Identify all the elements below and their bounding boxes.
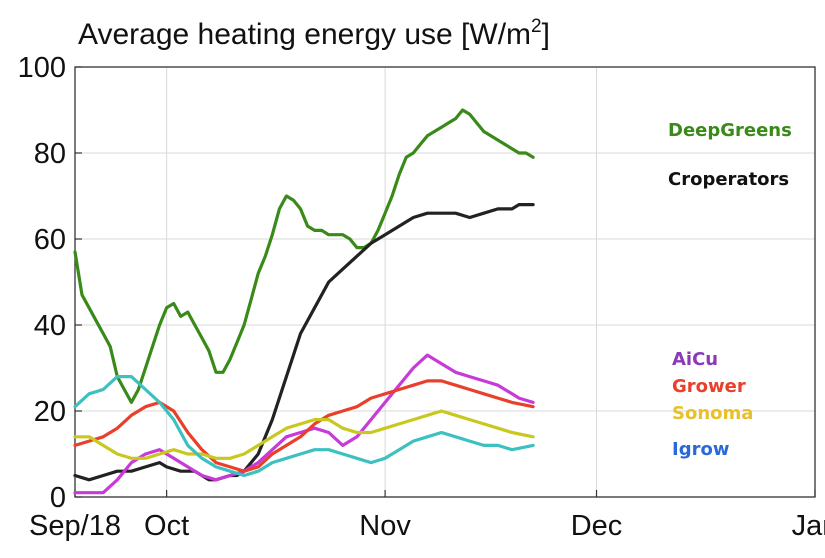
series-layer (73, 108, 535, 495)
label-layer: DeepGreens Croperators AiCu Grower Sonoma Igr… (668, 120, 792, 460)
y-tick-label: 40 (34, 310, 66, 342)
x-tick-label: Dec (571, 510, 623, 542)
y-tick-label: 80 (34, 138, 66, 170)
series-label-croperators: Croperators (668, 169, 789, 190)
chart-title: Average heating energy use [W/m2] (78, 16, 550, 51)
chart-title-end: ] (542, 18, 550, 51)
x-tick-label: Nov (359, 510, 411, 542)
series-line-grower (73, 379, 535, 473)
series-line-deepgreens (73, 108, 535, 404)
x-tick-label: Sep/18 (29, 510, 121, 542)
series-line-croperators (73, 203, 535, 482)
chart-title-main: Average heating energy use [W/m (78, 18, 531, 51)
y-tick-label: 20 (34, 396, 66, 428)
y-tick-label: 0 (50, 482, 66, 514)
y-tick-label: 60 (34, 224, 66, 256)
series-label-grower: Grower (672, 376, 746, 397)
y-tick-label: 100 (18, 52, 66, 84)
x-tick-label: Jan (792, 510, 825, 542)
x-tick-label: Oct (144, 510, 189, 542)
series-line-sonoma (73, 409, 535, 460)
series-label-igrow: Igrow (672, 439, 729, 460)
chart-title-superscript: 2 (531, 16, 542, 37)
plot-frame (74, 66, 816, 498)
series-line-igrow (73, 375, 535, 478)
axis-layer: 0 20 40 60 80 100 Sep/18 Oct Nov Dec Jan (18, 52, 825, 542)
series-label-sonoma: Sonoma (672, 403, 753, 424)
series-label-deepgreens: DeepGreens (668, 120, 792, 141)
series-label-aicu: AiCu (672, 349, 718, 370)
